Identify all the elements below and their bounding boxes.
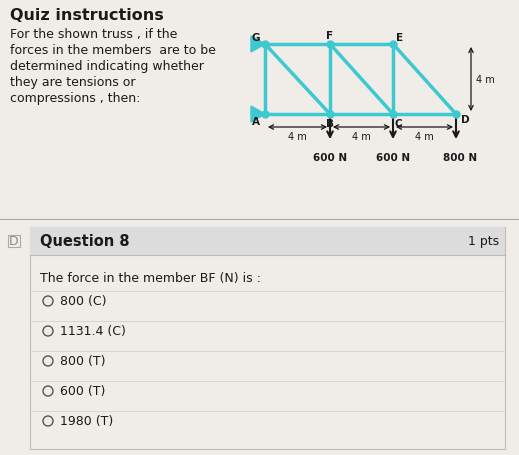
Text: A: A <box>252 117 260 127</box>
Text: 800 (C): 800 (C) <box>60 295 106 308</box>
Text: 1 pts: 1 pts <box>468 235 499 248</box>
Text: D: D <box>9 235 19 248</box>
Text: Quiz instructions: Quiz instructions <box>10 8 164 23</box>
Text: Question 8: Question 8 <box>40 234 130 249</box>
Text: 4 m: 4 m <box>476 75 495 85</box>
Text: D: D <box>461 115 469 125</box>
Polygon shape <box>251 107 265 123</box>
Text: F: F <box>326 31 334 41</box>
Text: determined indicating whether: determined indicating whether <box>10 60 204 73</box>
Text: B: B <box>326 119 334 129</box>
Text: For the shown truss , if the: For the shown truss , if the <box>10 28 177 41</box>
Text: 800 (T): 800 (T) <box>60 355 105 368</box>
Text: they are tensions or: they are tensions or <box>10 76 135 89</box>
Text: 1131.4 (C): 1131.4 (C) <box>60 325 126 338</box>
Text: compressions , then:: compressions , then: <box>10 92 140 105</box>
Text: forces in the members  are to be: forces in the members are to be <box>10 44 216 57</box>
Text: 600 N: 600 N <box>313 153 347 162</box>
Text: G: G <box>252 33 260 43</box>
Text: 600 (T): 600 (T) <box>60 384 105 398</box>
Text: 800 N: 800 N <box>443 153 477 162</box>
Text: C: C <box>394 119 402 129</box>
Polygon shape <box>251 37 265 53</box>
Text: 600 N: 600 N <box>376 153 410 162</box>
FancyBboxPatch shape <box>30 228 505 449</box>
Text: 4 m: 4 m <box>352 131 371 142</box>
Text: E: E <box>397 33 404 43</box>
FancyBboxPatch shape <box>30 228 505 255</box>
Text: The force in the member BF (N) is :: The force in the member BF (N) is : <box>40 271 261 284</box>
Text: 4 m: 4 m <box>288 131 307 142</box>
Text: 1980 (T): 1980 (T) <box>60 415 113 428</box>
Text: 4 m: 4 m <box>415 131 434 142</box>
